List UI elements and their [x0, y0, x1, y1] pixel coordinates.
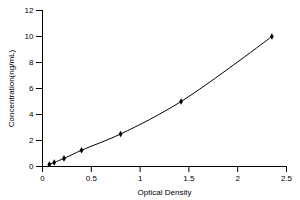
- svg-text:4: 4: [29, 110, 34, 119]
- svg-text:Concentration(ng/mL): Concentration(ng/mL): [7, 49, 16, 127]
- svg-text:0: 0: [40, 174, 45, 183]
- svg-text:Optical Density: Optical Density: [138, 188, 192, 197]
- svg-text:12: 12: [25, 6, 34, 15]
- svg-text:0.5: 0.5: [86, 174, 98, 183]
- svg-text:1.5: 1.5: [183, 174, 195, 183]
- svg-text:2: 2: [235, 174, 240, 183]
- svg-text:6: 6: [29, 84, 34, 93]
- svg-text:2.5: 2.5: [281, 174, 293, 183]
- svg-text:2: 2: [29, 136, 34, 145]
- svg-text:1: 1: [138, 174, 143, 183]
- svg-text:8: 8: [29, 58, 34, 67]
- svg-text:10: 10: [25, 32, 34, 41]
- svg-text:0: 0: [29, 162, 34, 171]
